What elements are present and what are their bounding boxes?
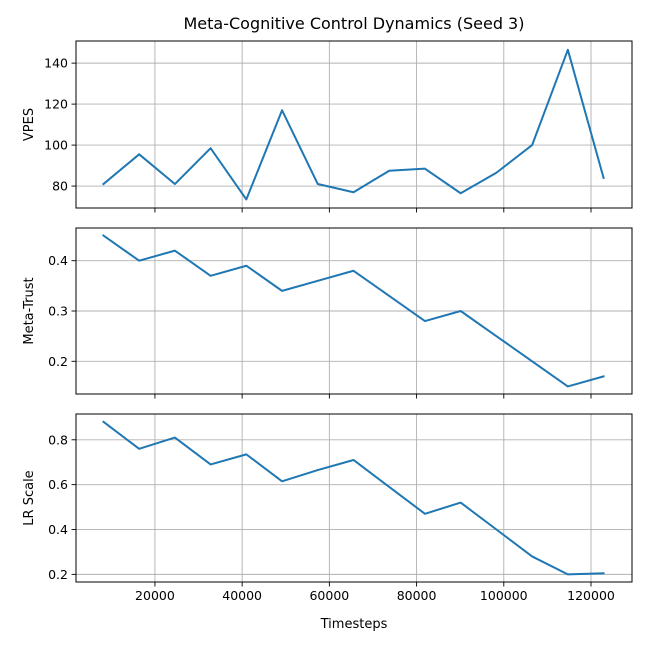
axes-frame bbox=[75, 227, 633, 395]
panel-2: 0.2 0.3 0.4 Meta-Trust bbox=[22, 227, 633, 399]
x-tick-label: 60000 bbox=[309, 588, 349, 603]
panels: 80 100 120 140 VPES 0.2 0.3 0.4 Meta-Trust 20000 4… bbox=[22, 40, 633, 603]
y-tick-label: 0.4 bbox=[48, 253, 68, 268]
chart-title: Meta-Cognitive Control Dynamics (Seed 3) bbox=[184, 14, 525, 33]
y-tick-label: 0.4 bbox=[48, 522, 68, 537]
y-tick-label: 80 bbox=[52, 179, 68, 194]
series-line bbox=[102, 234, 605, 388]
y-axis-label: VPES bbox=[22, 108, 37, 141]
y-tick-label: 0.6 bbox=[48, 477, 68, 492]
x-tick-label: 40000 bbox=[222, 588, 262, 603]
x-tick-label: 120000 bbox=[567, 588, 615, 603]
axes-frame bbox=[75, 40, 633, 209]
x-tick-label: 20000 bbox=[135, 588, 175, 603]
y-tick-label: 0.3 bbox=[48, 304, 68, 319]
y-tick-label: 0.2 bbox=[48, 567, 68, 582]
panel-1: 80 100 120 140 VPES bbox=[22, 40, 633, 213]
x-axis-label: Timesteps bbox=[320, 617, 388, 632]
y-axis-label: Meta-Trust bbox=[22, 277, 37, 344]
y-tick-label: 0.8 bbox=[48, 432, 68, 447]
axes-frame bbox=[75, 413, 633, 583]
y-tick-label: 0.2 bbox=[48, 354, 68, 369]
y-axis-label: LR Scale bbox=[22, 470, 37, 525]
series-line bbox=[102, 48, 605, 201]
y-tick-label: 100 bbox=[44, 138, 68, 153]
x-tick-label: 80000 bbox=[397, 588, 437, 603]
x-tick-label: 100000 bbox=[480, 588, 528, 603]
series-line bbox=[102, 420, 605, 576]
y-tick-label: 120 bbox=[44, 97, 68, 112]
y-tick-label: 140 bbox=[44, 56, 68, 71]
panel-3: 20000 40000 60000 80000 100000 120000 0.2 0.4 0.… bbox=[22, 413, 633, 603]
